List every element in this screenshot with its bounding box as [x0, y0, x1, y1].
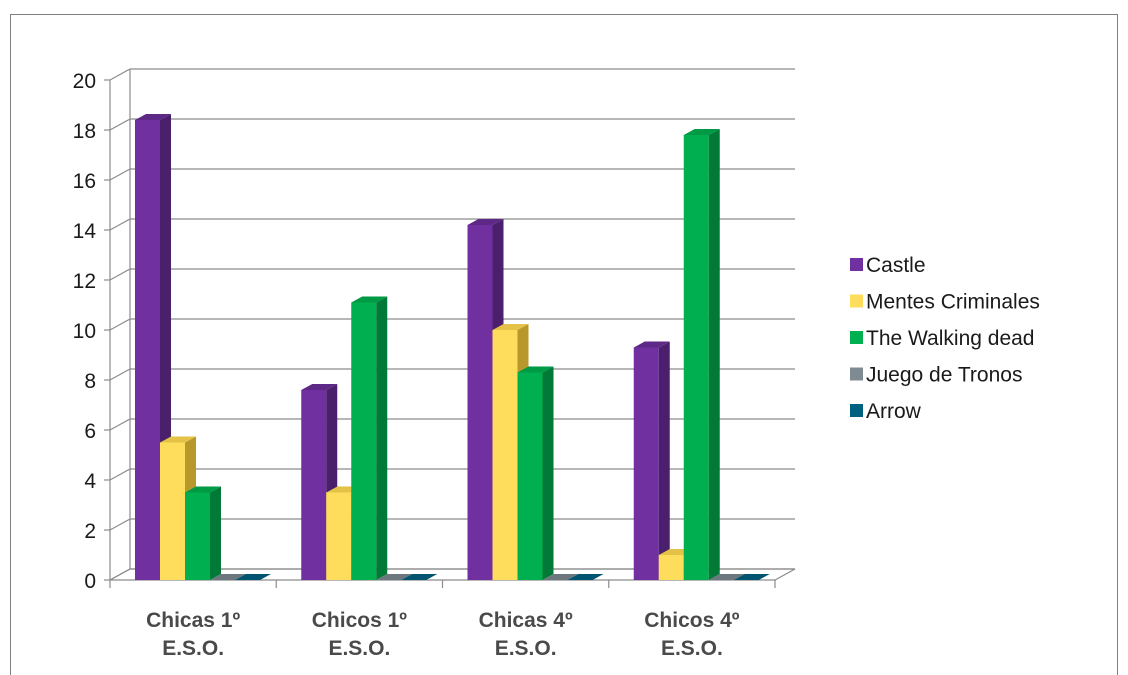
- gridline-depth: [109, 318, 131, 331]
- bar-top: [683, 128, 720, 135]
- x-tick-label: E.S.O.: [495, 637, 557, 660]
- y-tick-label: 8: [84, 370, 96, 393]
- y-tick-label: 12: [73, 270, 96, 293]
- x-tick-label: Chicas 1º: [146, 609, 240, 632]
- bar-the-walking-dead: [351, 302, 377, 580]
- gridline-depth: [109, 118, 131, 131]
- gridline-depth: [109, 268, 131, 281]
- bar-top: [376, 573, 413, 580]
- bar-castle: [633, 347, 659, 580]
- bar-castle: [301, 390, 327, 580]
- gridline-depth: [109, 68, 131, 81]
- y-tick-label: 20: [73, 70, 96, 93]
- legend-swatch: [850, 258, 863, 271]
- bar-top: [160, 436, 196, 443]
- y-tick-label: 6: [84, 420, 96, 443]
- bar-top: [235, 573, 271, 580]
- bar-top: [733, 573, 770, 580]
- x-tick-label: Chicos 4º: [644, 609, 740, 632]
- bar-side: [542, 366, 554, 580]
- chart-frame: [10, 14, 1118, 675]
- y-tick-label: 0: [84, 570, 96, 593]
- gridline-depth: [109, 518, 131, 531]
- x-tick-label: Chicos 1º: [312, 609, 408, 632]
- y-tick-label: 10: [73, 320, 96, 343]
- bar-mentes-criminales: [658, 555, 684, 580]
- y-tick-label: 16: [73, 170, 96, 193]
- bar-top: [401, 573, 438, 580]
- label-layer: 0 2 4 6 8 10 12 14 16 18 20 Chicas 1º E.S.O. Chicos 1…: [73, 70, 740, 660]
- bar-side: [708, 128, 720, 580]
- legend-swatch: [850, 367, 863, 381]
- bar-top: [467, 218, 504, 225]
- bar-top: [567, 573, 604, 580]
- bar-top: [517, 366, 554, 373]
- bar-top: [542, 573, 579, 580]
- x-tick-label: E.S.O.: [162, 637, 224, 660]
- bar-top: [135, 113, 171, 120]
- legend-label: The Walking dead: [866, 327, 1034, 350]
- y-tick-label: 18: [73, 120, 96, 143]
- x-tick-label: E.S.O.: [661, 637, 723, 660]
- legend: Castle Mentes Criminales The Walking dead J…: [850, 254, 1040, 423]
- gridline-depth: [109, 218, 131, 231]
- bar-top: [185, 486, 221, 493]
- bar-top: [301, 383, 338, 390]
- gridline-depth: [109, 168, 131, 181]
- gridline-depth: [109, 368, 131, 381]
- legend-swatch: [850, 331, 863, 344]
- bar-castle: [135, 120, 160, 580]
- y-tick-label: 2: [84, 520, 96, 543]
- x-tick-label: Chicas 4º: [479, 609, 573, 632]
- legend-label: Juego de Tronos: [866, 364, 1022, 387]
- x-tick-label: E.S.O.: [328, 637, 390, 660]
- bar-side: [210, 486, 221, 580]
- legend-label: Mentes Criminales: [866, 291, 1040, 314]
- legend-label: Castle: [866, 254, 926, 277]
- bar-layer: [135, 113, 770, 580]
- y-tick-label: 14: [73, 220, 97, 243]
- bar-castle: [467, 225, 493, 580]
- bar-top: [708, 573, 745, 580]
- bar-side: [658, 341, 670, 580]
- bar-side: [376, 296, 388, 580]
- bar-the-walking-dead: [517, 372, 543, 580]
- bar-top: [351, 296, 388, 303]
- gridline-depth: [109, 418, 131, 431]
- legend-label: Arrow: [866, 400, 922, 423]
- bar-mentes-criminales: [326, 492, 352, 580]
- bar-mentes-criminales: [160, 442, 185, 580]
- legend-swatch: [850, 294, 863, 308]
- bar-the-walking-dead: [683, 135, 709, 580]
- bar-mentes-criminales: [492, 330, 518, 580]
- bar-top: [492, 323, 529, 330]
- y-tick-label: 4: [84, 470, 96, 493]
- legend-swatch: [850, 404, 863, 417]
- bar-the-walking-dead: [185, 492, 210, 580]
- gridline-depth: [109, 468, 131, 481]
- bar-top: [633, 341, 670, 348]
- bar-top: [210, 573, 246, 580]
